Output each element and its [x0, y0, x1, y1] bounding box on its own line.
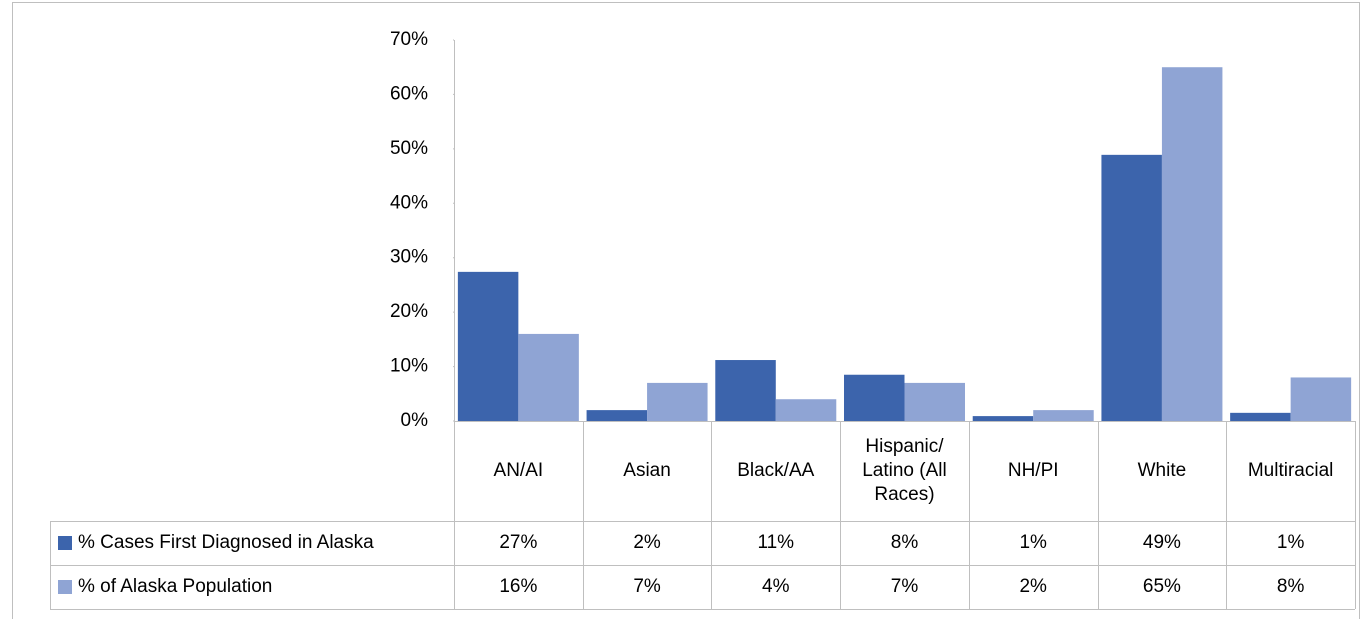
- table-value-text: 1%: [1019, 532, 1047, 553]
- bar: [844, 374, 905, 421]
- x-tick-label-text: Asian: [623, 460, 671, 481]
- table-value: 27%: [454, 521, 583, 565]
- y-tick-label: 40%: [390, 192, 428, 213]
- table-value-text: 2%: [1019, 576, 1047, 597]
- table-value: 4%: [711, 565, 840, 609]
- table-value-text: 8%: [1276, 576, 1305, 597]
- bar: [586, 410, 648, 421]
- x-tick-label: AN/AI: [454, 421, 583, 521]
- table-value: 49%: [1098, 521, 1227, 565]
- x-tick-label-text: Hispanic/ Latino (All Races): [862, 436, 947, 505]
- y-tick-label: 10%: [390, 356, 428, 377]
- bar: [904, 382, 965, 421]
- x-tick-label-text: NH/PI: [1007, 460, 1059, 481]
- legend-key: [58, 536, 72, 550]
- table-value: 2%: [583, 521, 712, 565]
- legend-key: [58, 580, 72, 594]
- table-value-text: 2%: [633, 532, 661, 553]
- legend-label: % of Alaska Population: [78, 576, 273, 597]
- x-tick-label: Multiracial: [1226, 421, 1355, 521]
- bar: [1101, 154, 1162, 421]
- y-tick-label: 70%: [390, 29, 428, 50]
- bar: [775, 399, 837, 421]
- table-value: 11%: [711, 521, 840, 565]
- y-tick-label: 20%: [390, 301, 428, 322]
- bar: [1161, 67, 1223, 421]
- table-value: 1%: [969, 521, 1098, 565]
- table-value: 1%: [1226, 521, 1355, 565]
- x-tick-label: NH/PI: [969, 421, 1098, 521]
- y-tick-label: 50%: [390, 138, 428, 159]
- legend-label: % Cases First Diagnosed in Alaska: [78, 532, 374, 553]
- table-value: 65%: [1098, 565, 1227, 609]
- bar: [715, 360, 776, 421]
- bar: [518, 333, 579, 421]
- table-value-text: 4%: [762, 576, 790, 597]
- x-tick-label: Black/AA: [711, 421, 840, 521]
- bar: [1033, 410, 1094, 421]
- legend-entry: % Cases First Diagnosed in Alaska: [50, 521, 454, 565]
- y-tick-label: 30%: [390, 247, 428, 268]
- x-tick-label-text: Multiracial: [1247, 460, 1334, 481]
- x-tick-label: White: [1098, 421, 1227, 521]
- y-tick-label: 60%: [390, 83, 428, 104]
- table-value: 2%: [969, 565, 1098, 609]
- legend-entry: % of Alaska Population: [50, 565, 454, 609]
- bar: [1230, 412, 1291, 421]
- table-value: 16%: [454, 565, 583, 609]
- table-value-text: 49%: [1142, 532, 1181, 553]
- x-tick-label-text: Black/AA: [737, 460, 815, 481]
- table-value-text: 16%: [499, 576, 538, 597]
- chart-border: [12, 2, 1360, 619]
- bar: [457, 271, 519, 421]
- table-value: 7%: [583, 565, 712, 609]
- table-value-text: 1%: [1276, 532, 1305, 553]
- bar: [1290, 377, 1352, 421]
- x-tick-label-text: White: [1137, 460, 1187, 481]
- x-tick-label-text: AN/AI: [493, 460, 544, 481]
- x-tick-label: Asian: [583, 421, 712, 521]
- y-tick-label: 0%: [401, 410, 429, 431]
- table-value-text: 8%: [890, 532, 919, 553]
- table-value-text: 65%: [1142, 576, 1181, 597]
- x-tick-label: Hispanic/ Latino (All Races): [840, 421, 969, 521]
- bar: [972, 416, 1034, 421]
- table-value: 8%: [1226, 565, 1355, 609]
- table-value: 7%: [840, 565, 969, 609]
- table-value: 8%: [840, 521, 969, 565]
- table-value-text: 11%: [757, 532, 795, 553]
- table-value-text: 7%: [890, 576, 919, 597]
- bar: [647, 382, 708, 421]
- table-value-text: 27%: [499, 532, 538, 553]
- table-value-text: 7%: [633, 576, 661, 597]
